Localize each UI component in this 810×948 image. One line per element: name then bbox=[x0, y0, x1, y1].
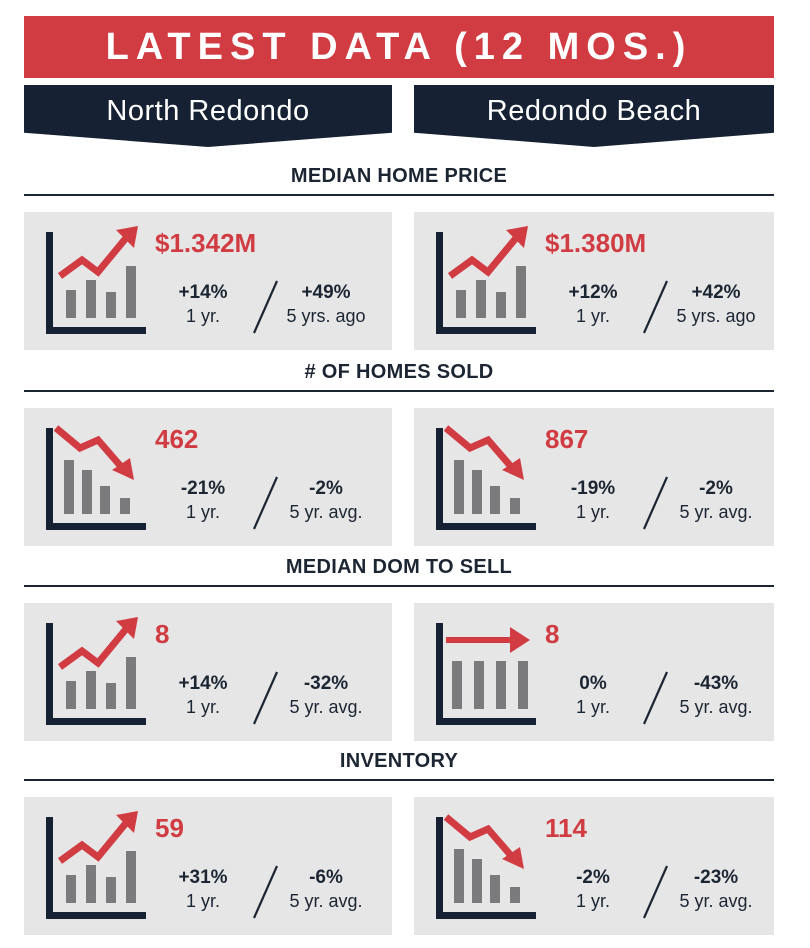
change-5yr-label: 5 yrs. ago bbox=[286, 306, 366, 326]
trend-up-chart-icon bbox=[46, 617, 146, 725]
change-1yr-pct: +14% bbox=[178, 673, 228, 694]
trend-down-chart-icon bbox=[436, 814, 536, 919]
change-1yr-pct: -19% bbox=[570, 478, 616, 499]
change-1yr-pct: +14% bbox=[178, 282, 228, 303]
change-1yr: +14% 1 yr. bbox=[166, 673, 240, 718]
stat-card: $1.380M +12% 1 yr. +42% 5 yrs. ago bbox=[414, 212, 774, 350]
section-divider bbox=[24, 194, 774, 196]
change-5yr-pct: +42% bbox=[691, 282, 741, 303]
trend-up-chart-icon bbox=[46, 811, 146, 919]
change-5yr: -32% 5 yr. avg. bbox=[272, 673, 380, 718]
change-5yr-label: 5 yr. avg. bbox=[289, 891, 363, 911]
slash-divider-icon bbox=[252, 865, 279, 919]
metric-value: $1.342M bbox=[155, 228, 257, 258]
change-1yr-label: 1 yr. bbox=[575, 306, 610, 326]
slash-divider-icon bbox=[252, 671, 279, 725]
slash-divider-icon bbox=[252, 476, 279, 530]
change-5yr: -23% 5 yr. avg. bbox=[662, 867, 770, 912]
change-5yr-pct: -2% bbox=[309, 478, 343, 499]
change-5yr: -43% 5 yr. avg. bbox=[662, 673, 770, 718]
change-1yr: -2% 1 yr. bbox=[556, 867, 630, 912]
change-5yr: -2% 5 yr. avg. bbox=[272, 478, 380, 523]
change-5yr-label: 5 yr. avg. bbox=[679, 502, 753, 522]
change-1yr: +31% 1 yr. bbox=[166, 867, 240, 912]
metric-value: 867 bbox=[545, 424, 589, 454]
change-1yr: -21% 1 yr. bbox=[166, 478, 240, 523]
change-5yr: +42% 5 yrs. ago bbox=[662, 282, 770, 327]
change-1yr: +12% 1 yr. bbox=[556, 282, 630, 327]
metric-value: 114 bbox=[545, 813, 587, 843]
metric-value: 462 bbox=[155, 424, 199, 454]
trend-flat-chart-icon bbox=[436, 623, 536, 725]
change-1yr-pct: -2% bbox=[576, 867, 610, 888]
change-1yr: -19% 1 yr. bbox=[556, 478, 630, 523]
slash-divider-icon bbox=[252, 280, 279, 334]
change-1yr-label: 1 yr. bbox=[185, 502, 220, 522]
change-1yr-label: 1 yr. bbox=[185, 306, 220, 326]
change-5yr-pct: -23% bbox=[693, 867, 739, 888]
change-5yr-pct: -2% bbox=[699, 478, 733, 499]
change-1yr: +14% 1 yr. bbox=[166, 282, 240, 327]
change-5yr-label: 5 yr. avg. bbox=[679, 891, 753, 911]
change-5yr-pct: +49% bbox=[301, 282, 351, 303]
column-header-north-redondo: North Redondo bbox=[24, 85, 392, 147]
trend-up-chart-icon bbox=[436, 226, 536, 334]
stat-card: 59 +31% 1 yr. -6% 5 yr. avg. bbox=[24, 797, 392, 935]
change-1yr: 0% 1 yr. bbox=[556, 673, 630, 718]
section-title: MEDIAN DOM TO SELL bbox=[285, 556, 513, 578]
trend-down-chart-icon bbox=[436, 425, 536, 530]
section-title: # OF HOMES SOLD bbox=[304, 361, 494, 383]
stat-card: 8 +14% 1 yr. -32% 5 yr. avg. bbox=[24, 603, 392, 741]
change-5yr: -6% 5 yr. avg. bbox=[272, 867, 380, 912]
trend-up-chart-icon bbox=[46, 226, 146, 334]
change-5yr: -2% 5 yr. avg. bbox=[662, 478, 770, 523]
stat-card: $1.342M +14% 1 yr. +49% 5 yrs. ago bbox=[24, 212, 392, 350]
stat-card: 462 -21% 1 yr. -2% 5 yr. avg. bbox=[24, 408, 392, 546]
section-title: INVENTORY bbox=[339, 750, 459, 772]
section-divider bbox=[24, 779, 774, 781]
banner-title: LATEST DATA (12 MOS.) bbox=[24, 16, 774, 78]
metric-value: 59 bbox=[155, 813, 184, 843]
change-5yr-label: 5 yr. avg. bbox=[679, 697, 753, 717]
change-1yr-pct: +31% bbox=[178, 867, 228, 888]
metric-value: 8 bbox=[545, 619, 560, 649]
section-divider bbox=[24, 585, 774, 587]
change-1yr-label: 1 yr. bbox=[185, 697, 220, 717]
change-1yr-pct: +12% bbox=[568, 282, 618, 303]
change-1yr-label: 1 yr. bbox=[575, 697, 610, 717]
change-1yr-label: 1 yr. bbox=[575, 502, 610, 522]
slash-divider-icon bbox=[642, 865, 669, 919]
change-5yr: +49% 5 yrs. ago bbox=[272, 282, 380, 327]
stat-card: 114 -2% 1 yr. -23% 5 yr. avg. bbox=[414, 797, 774, 935]
stat-card: 8 0% 1 yr. -43% 5 yr. avg. bbox=[414, 603, 774, 741]
section-divider bbox=[24, 390, 774, 392]
section-title: MEDIAN HOME PRICE bbox=[290, 165, 508, 187]
slash-divider-icon bbox=[642, 476, 669, 530]
change-1yr-pct: -21% bbox=[180, 478, 226, 499]
slash-divider-icon bbox=[642, 280, 669, 334]
column-header-redondo-beach: Redondo Beach bbox=[414, 85, 774, 147]
change-5yr-label: 5 yrs. ago bbox=[676, 306, 756, 326]
slash-divider-icon bbox=[642, 671, 669, 725]
change-5yr-pct: -32% bbox=[303, 673, 349, 694]
metric-value: $1.380M bbox=[545, 228, 647, 258]
change-5yr-label: 5 yr. avg. bbox=[289, 502, 363, 522]
change-1yr-label: 1 yr. bbox=[575, 891, 610, 911]
stat-card: 867 -19% 1 yr. -2% 5 yr. avg. bbox=[414, 408, 774, 546]
metric-value: 8 bbox=[155, 619, 170, 649]
change-5yr-label: 5 yr. avg. bbox=[289, 697, 363, 717]
change-5yr-pct: -6% bbox=[309, 867, 343, 888]
change-1yr-pct: 0% bbox=[579, 673, 607, 694]
change-5yr-pct: -43% bbox=[693, 673, 739, 694]
change-1yr-label: 1 yr. bbox=[185, 891, 220, 911]
trend-down-chart-icon bbox=[46, 425, 146, 530]
